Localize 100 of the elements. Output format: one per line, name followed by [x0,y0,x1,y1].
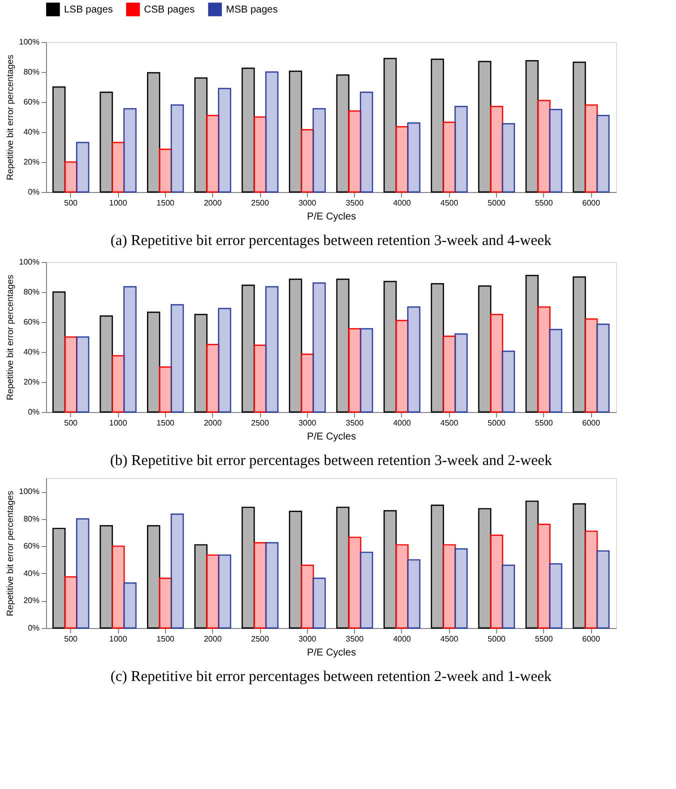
x-tick-label: 500 [64,418,78,428]
bar [502,564,515,629]
bar [253,116,267,193]
bar [478,508,492,629]
bar [112,142,125,193]
x-axis-title: P/E Cycles [307,648,356,658]
bar [384,58,397,193]
x-tick-label: 1500 [156,198,175,208]
bar [360,552,374,629]
bar [312,108,326,193]
bar [348,110,362,193]
x-tick-label: 2000 [204,634,222,644]
y-tick-label: 0% [28,408,40,416]
y-tick-label: 60% [23,542,40,551]
y-tick-label: 20% [23,158,40,166]
x-tick-label: 2000 [204,198,222,208]
x-tick-label: 5000 [488,634,506,644]
bar [360,328,374,413]
bar [584,530,598,629]
bar [490,534,504,629]
bar [194,314,208,413]
x-tick-label: 5500 [534,418,554,428]
bar [64,161,78,193]
bar [112,546,125,629]
bar [454,548,468,629]
legend-label: MSB pages [226,4,278,16]
bar [525,60,539,193]
x-axis-title: P/E Cycles [307,212,356,222]
bar [300,564,314,629]
bar [218,554,232,629]
x-tick-label: 1500 [156,634,175,644]
y-tick-label: 20% [23,378,40,386]
x-tick-label: 6000 [582,418,601,428]
x-tick-label: 3000 [298,198,317,208]
bar [478,60,492,193]
bar [52,291,66,413]
bar [76,518,90,629]
y-axis-title: Repetitive bit error percentages [5,274,16,400]
bar [572,503,586,629]
x-tick-label: 3000 [298,418,317,428]
x-tick-label: 3000 [298,634,317,644]
bar [242,506,255,629]
y-tick-label: 0% [28,624,40,632]
bar [442,544,456,629]
x-tick-label: 5500 [534,634,554,644]
y-tick-label: 0% [28,188,40,196]
bar [336,278,350,413]
bar [478,285,492,413]
x-tick-label: 2500 [251,418,270,428]
bar [584,104,598,193]
x-tick-label: 1500 [156,418,175,428]
x-tick-label: 3500 [346,418,364,428]
bar [384,280,397,413]
bar [288,510,302,629]
x-tick-label: 4000 [393,198,412,208]
bar [76,336,90,413]
x-tick-label: 1000 [109,634,128,644]
bar [430,58,444,193]
bar [242,284,255,413]
bar [218,308,232,413]
x-tick-label: 1000 [109,198,128,208]
bar [253,344,267,413]
bar [52,528,66,629]
bar [300,129,314,193]
bar [112,355,125,413]
bar [407,306,420,413]
bar [549,108,562,193]
bar [170,304,184,413]
x-tick-label: 500 [64,198,78,208]
bar [147,72,160,193]
bar [265,71,278,193]
bar [52,86,66,193]
bar [430,504,444,629]
bar [525,500,539,629]
x-tick-label: 3500 [346,198,364,208]
bar [123,108,137,193]
y-tick-label: 100% [19,258,40,266]
bar [525,274,539,413]
bar [312,578,326,629]
x-tick-label: 6000 [582,198,601,208]
y-tick-label: 80% [23,288,40,296]
bar [596,550,610,629]
x-tick-label: 3500 [346,634,364,644]
bar [596,324,610,413]
bar [312,282,326,413]
y-tick-label: 80% [23,68,40,76]
bar [170,104,184,193]
bar [348,328,362,413]
bar [596,114,610,193]
x-axis-title: P/E Cycles [307,432,356,442]
x-tick-label: 2500 [251,634,270,644]
y-tick-label: 100% [19,487,40,496]
bar [549,328,562,413]
bar [123,582,137,629]
bar [537,524,550,629]
bar [430,283,444,413]
bar [300,354,314,413]
bar [147,312,160,413]
bar [206,344,220,413]
x-tick-label: 6000 [582,634,601,644]
